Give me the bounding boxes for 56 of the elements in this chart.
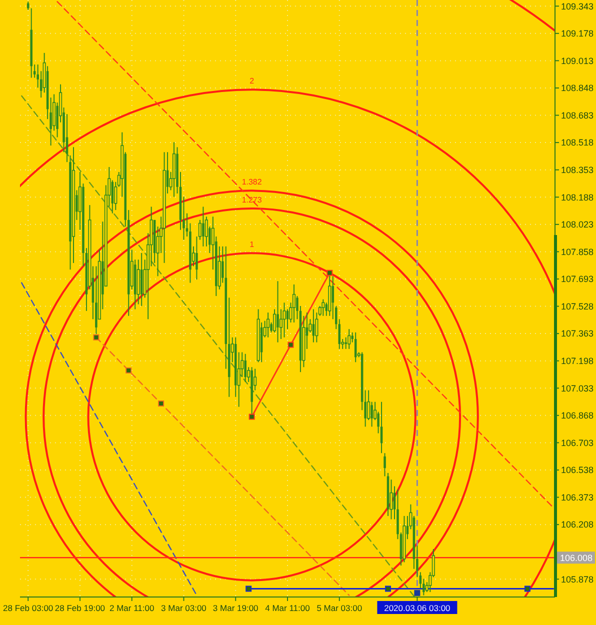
- point: [248, 414, 255, 420]
- y-tick-label: 107.363: [561, 328, 594, 339]
- y-tick-label: 108.188: [561, 192, 594, 202]
- y-tick-label: 106.868: [561, 410, 594, 421]
- candlestick: [266, 312, 270, 338]
- ref-line-label: 106.008: [560, 552, 593, 563]
- point: [158, 400, 164, 407]
- candlestick: [282, 302, 286, 338]
- y-tick-label: 106.538: [561, 465, 594, 476]
- candlestick: [322, 298, 325, 316]
- candlestick: [292, 284, 296, 323]
- x-tick-label: 3 Mar 19:00: [212, 603, 259, 613]
- y-tick-label: 106.703: [561, 438, 594, 448]
- candlestick: [276, 280, 279, 343]
- y-tick-label: 108.848: [561, 83, 594, 94]
- annotation: 1: [250, 240, 255, 250]
- y-tick-label: 108.683: [561, 110, 594, 120]
- y-tick-label: 105.878: [561, 574, 594, 584]
- point: [93, 334, 100, 340]
- y-tick-label: 107.033: [561, 383, 594, 394]
- y-tick-label: 106.373: [561, 492, 594, 502]
- y-tick-label: 107.693: [561, 274, 594, 284]
- line-series: [56, 1, 554, 508]
- x-tick-label: 28 Feb 03:00: [3, 603, 54, 613]
- point: [524, 586, 530, 592]
- candlestick: [348, 328, 351, 350]
- x-tick-label: 2 Mar 11:00: [109, 603, 154, 613]
- point: [246, 586, 252, 592]
- y-tick-label: 107.528: [561, 301, 594, 312]
- y-tick-label: 107.198: [561, 356, 594, 366]
- y-tick-label: 108.518: [561, 138, 594, 148]
- y-tick-label: 109.343: [561, 1, 594, 12]
- line-series: [21, 282, 198, 596]
- point: [288, 342, 294, 348]
- y-tick-label: 108.023: [561, 220, 594, 230]
- y-tick-label: 107.858: [561, 246, 594, 257]
- annotation: 1.273: [242, 196, 262, 205]
- x-tick-label: 4 Mar 11:00: [265, 603, 310, 613]
- annotation: 1.382: [242, 178, 262, 187]
- y-tick-label: 106.208: [561, 520, 594, 530]
- candlestick: [370, 401, 373, 428]
- y-tick-label: 109.178: [561, 28, 594, 39]
- x-tick-label: 2020.03.06 03:00: [384, 603, 451, 613]
- point: [326, 270, 333, 276]
- x-tick-label: 3 Mar 03:00: [161, 603, 207, 613]
- x-tick-label: 28 Feb 19:00: [54, 603, 106, 613]
- candlestick: [202, 206, 204, 247]
- y-tick-label: 109.013: [561, 56, 594, 66]
- candlestick: [344, 336, 347, 350]
- candlestick: [244, 353, 246, 383]
- point: [385, 586, 392, 592]
- annotation: 2: [250, 76, 255, 86]
- y-tick-label: 108.353: [561, 164, 594, 175]
- candlestick: [384, 452, 386, 477]
- x-tick-label: 5 Mar 03:00: [316, 603, 362, 613]
- point: [126, 367, 132, 374]
